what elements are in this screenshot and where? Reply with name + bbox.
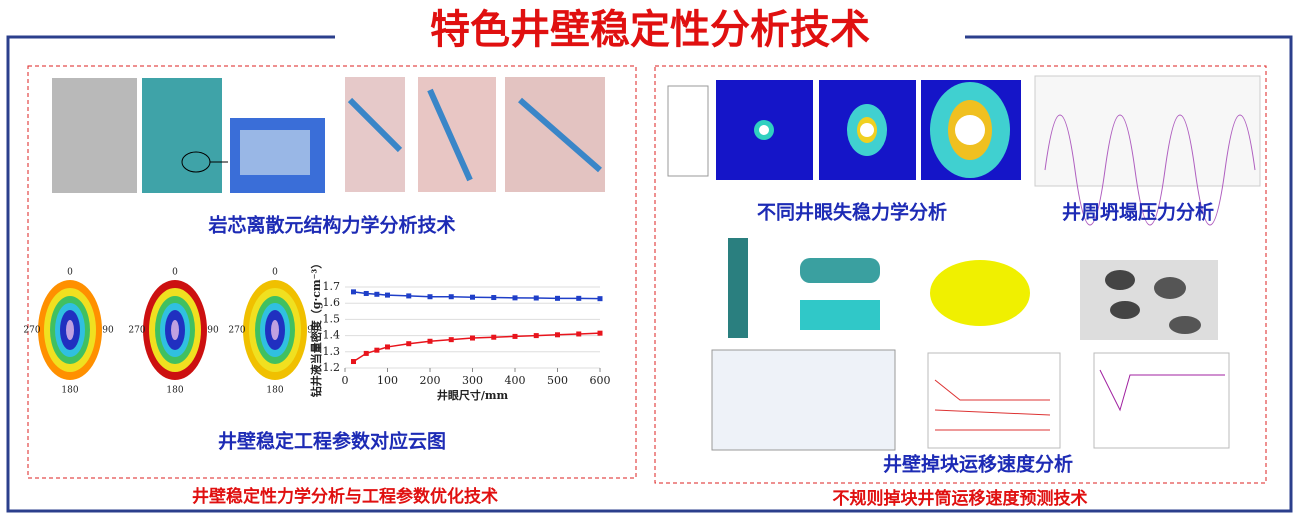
left-panel	[27, 65, 637, 479]
polar-label: 0	[172, 268, 178, 278]
point	[597, 330, 603, 336]
y-tick-label: 1.4	[323, 329, 341, 342]
polar-label: 270	[128, 326, 145, 336]
y-tick-label: 1.2	[323, 361, 341, 374]
caption: 岩芯离散元结构力学分析技术	[207, 214, 455, 237]
point	[427, 338, 433, 344]
caption: 井周坍塌压力分析	[1062, 201, 1214, 224]
polar-label: 180	[266, 386, 283, 396]
x-tick-label: 100	[377, 374, 398, 387]
point	[351, 359, 356, 365]
point	[512, 333, 518, 339]
x-tick-label: 200	[420, 374, 441, 387]
point	[363, 290, 369, 296]
point	[491, 334, 497, 340]
point	[374, 291, 380, 297]
title-bg	[335, 5, 965, 60]
point	[385, 292, 390, 298]
x-tick-label: 300	[462, 374, 483, 387]
point	[512, 295, 518, 301]
contour-images	[667, 75, 1261, 226]
polar-label: 90	[307, 326, 319, 336]
x-tick-label: 0	[342, 374, 349, 387]
right-panel	[654, 65, 1267, 484]
title: 特色井壁稳定性分析技术	[430, 7, 870, 53]
polar-label: 90	[102, 326, 114, 336]
caption: 不同井眼失稳力学分析	[757, 201, 947, 224]
polar-label: 0	[67, 268, 73, 278]
point	[555, 295, 560, 301]
caption: 井壁掉块运移速度分析	[883, 453, 1073, 476]
contour	[171, 320, 179, 340]
polar-label: 90	[207, 326, 219, 336]
point	[406, 293, 412, 299]
point	[351, 289, 356, 295]
point	[533, 333, 539, 339]
point	[427, 294, 433, 300]
polar-label: 270	[228, 326, 245, 336]
contour	[271, 320, 279, 340]
point	[576, 331, 582, 337]
block-images	[711, 238, 1230, 451]
point	[385, 344, 390, 350]
polar-label: 180	[61, 386, 78, 396]
x-tick-label: 400	[505, 374, 526, 387]
point	[533, 295, 539, 301]
x-tick-label: 600	[590, 374, 611, 387]
contour	[66, 320, 74, 340]
x-tick-label: 500	[547, 374, 568, 387]
point	[406, 341, 412, 347]
polar-label: 0	[272, 268, 278, 278]
y-tick-label: 1.6	[323, 296, 341, 309]
footer: 不规则掉块井筒运移速度预测技术	[833, 488, 1088, 509]
polar-label: 180	[166, 386, 183, 396]
y-tick-label: 1.5	[323, 312, 341, 325]
y-tick-label: 1.3	[323, 345, 341, 358]
point	[555, 332, 560, 338]
point	[597, 296, 603, 302]
series-line	[353, 291, 601, 300]
core-images	[52, 77, 605, 193]
polar-plots: 0 90 180 270 0 90 180 270 0 90 180 270	[23, 268, 319, 396]
point	[448, 294, 454, 300]
y-tick-label: 1.7	[323, 280, 341, 293]
y-axis-label: 钻井液当量密度（g·cm⁻³）	[309, 258, 323, 397]
x-axis-label: 井眼尺寸/mm	[437, 388, 509, 402]
chart: 1.2 1.3 1.4 1.5 1.6 1.7 0 100 200 300 400 500 600 井眼尺…	[309, 258, 611, 402]
polar-label: 270	[23, 326, 40, 336]
point	[363, 350, 369, 356]
point	[470, 294, 475, 300]
point	[448, 337, 454, 343]
point	[470, 335, 475, 341]
caption: 井壁稳定工程参数对应云图	[218, 430, 446, 453]
point	[491, 295, 497, 301]
point	[374, 347, 380, 353]
point	[576, 295, 582, 301]
series-line	[353, 332, 601, 363]
footer: 井壁稳定性力学分析与工程参数优化技术	[192, 486, 498, 507]
